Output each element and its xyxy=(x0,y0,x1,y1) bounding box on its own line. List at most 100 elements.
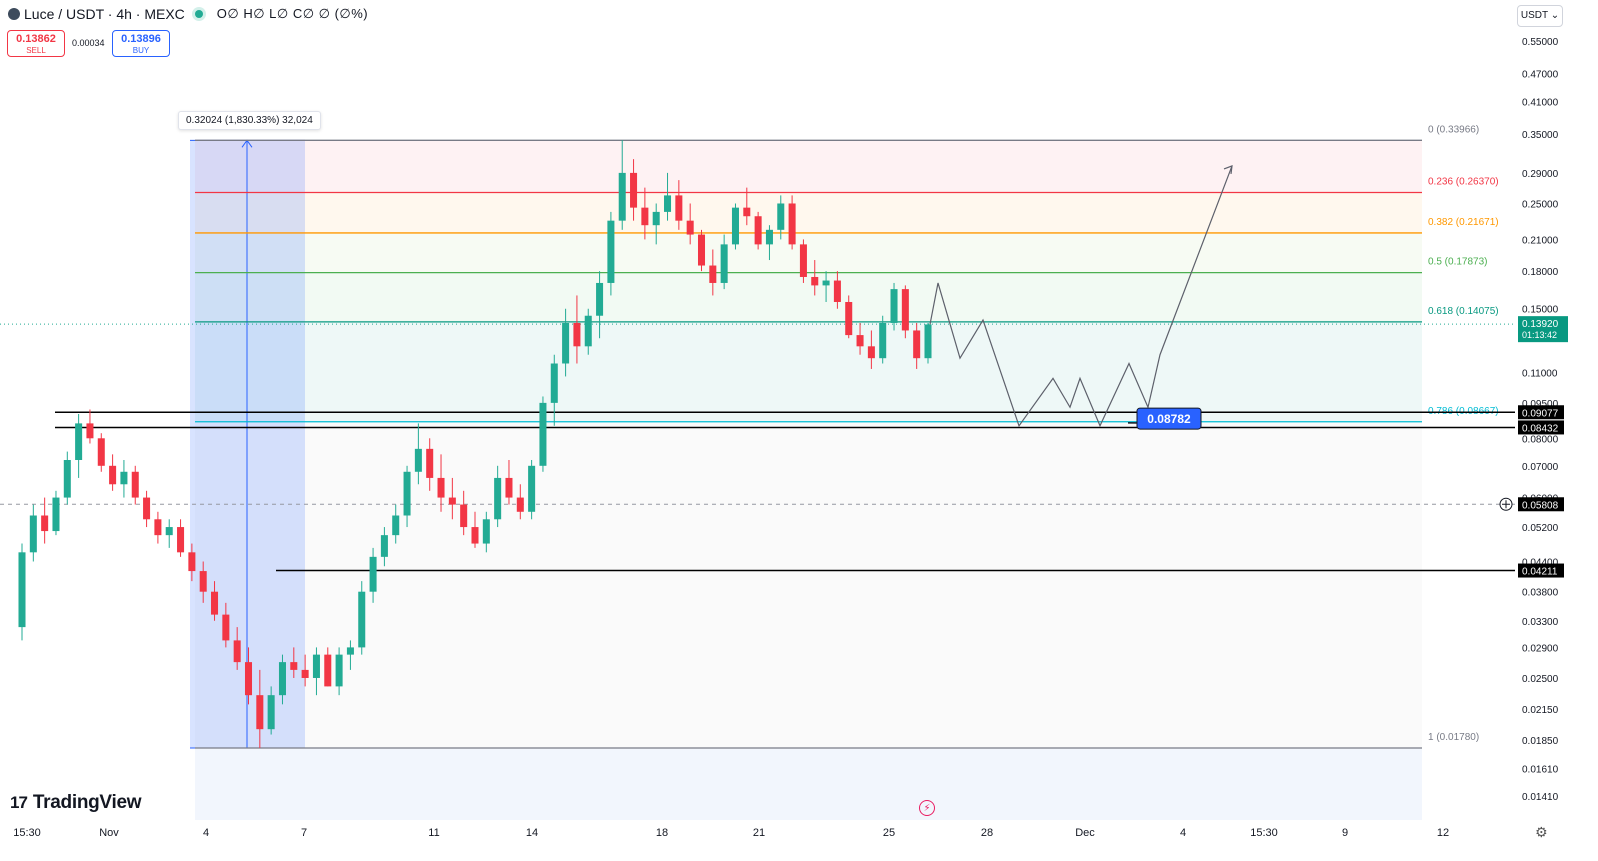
candle-body xyxy=(822,280,830,286)
symbol-logo-icon xyxy=(8,8,20,20)
candle-body xyxy=(765,229,773,245)
candle-body xyxy=(403,471,411,516)
candle-body xyxy=(562,322,570,364)
candle-body xyxy=(516,497,524,512)
candle-body xyxy=(165,527,173,536)
candle-body xyxy=(720,244,728,283)
y-tick-label: 0.25000 xyxy=(1522,199,1559,210)
y-tick-label: 0.02150 xyxy=(1522,705,1559,716)
candle-body xyxy=(41,515,49,532)
candle-body xyxy=(414,448,422,472)
chevron-down-icon: ⌄ xyxy=(1550,10,1560,21)
sell-button[interactable]: 0.13862 SELL xyxy=(7,30,65,57)
fib-zone xyxy=(195,321,1422,422)
y-tick-label: 0.01610 xyxy=(1522,765,1559,776)
candle-body xyxy=(222,614,230,641)
fib-label-0.786: 0.786 (0.08667) xyxy=(1428,406,1499,417)
candle-body xyxy=(799,244,807,277)
y-tick-label: 0.02900 xyxy=(1522,643,1559,654)
buy-button[interactable]: 0.13896 BUY xyxy=(112,30,170,57)
candle-body xyxy=(278,662,286,696)
y-tick-label: 0.02500 xyxy=(1522,674,1559,685)
candle-body xyxy=(120,471,128,485)
market-open-indicator xyxy=(194,10,203,18)
crosshair-plus-glyph xyxy=(1502,500,1510,509)
candle-body xyxy=(879,322,887,359)
candle-body xyxy=(630,172,638,208)
spread-value: 0.00034 xyxy=(72,38,105,48)
candle-body xyxy=(777,203,785,230)
price-tag-label: 0.09077 xyxy=(1522,408,1559,419)
candle-body xyxy=(754,216,762,245)
candle-body xyxy=(63,459,71,498)
candle-body xyxy=(380,535,388,557)
fib-label-0.382: 0.382 (0.21671) xyxy=(1428,217,1499,228)
y-tick-label: 0.41000 xyxy=(1522,98,1559,109)
symbol-title[interactable]: Luce / USDT · 4h · MEXC xyxy=(24,6,185,22)
buy-label: BUY xyxy=(132,46,150,55)
y-tick-label: 0.55000 xyxy=(1522,37,1559,48)
y-tick-label: 0.01850 xyxy=(1522,736,1559,747)
candle-body xyxy=(346,647,354,655)
candle-body xyxy=(924,324,932,359)
candle-body xyxy=(335,654,343,687)
settings-icon[interactable]: ⚙ xyxy=(1535,824,1548,840)
currency-label: USDT xyxy=(1520,10,1548,21)
candle-body xyxy=(211,591,219,615)
x-tick-label: 15:30 xyxy=(13,827,41,839)
candle-body xyxy=(233,640,241,663)
candle-body xyxy=(664,195,672,212)
candle-body xyxy=(267,695,275,730)
x-tick-label: Nov xyxy=(99,827,119,839)
candle-body xyxy=(686,220,694,235)
tradingview-logo-icon: 17 xyxy=(10,793,28,812)
candle-body xyxy=(312,654,320,678)
candle-body xyxy=(426,448,434,478)
candle-body xyxy=(901,289,909,331)
y-tick-label: 0.29000 xyxy=(1522,169,1559,180)
fib-extension-zone xyxy=(195,747,1422,820)
candle-body xyxy=(811,276,819,286)
forecast-arrow-head xyxy=(1223,164,1233,174)
x-tick-label: 4 xyxy=(1180,827,1186,839)
candle-body xyxy=(460,504,468,528)
candle-body xyxy=(494,477,502,520)
candle-body xyxy=(109,465,117,485)
candle-body xyxy=(369,556,377,592)
candle-body xyxy=(188,552,196,572)
tradingview-wordmark: TradingView xyxy=(32,792,142,813)
x-tick-label: 14 xyxy=(526,827,538,839)
x-tick-label: 15:30 xyxy=(1250,827,1278,839)
candle-body xyxy=(505,477,513,498)
flash-icon[interactable]: ⚡ xyxy=(919,800,935,816)
x-tick-label: 21 xyxy=(753,827,765,839)
candle-body xyxy=(437,477,445,498)
tradingview-logo[interactable]: 17 TradingView xyxy=(10,792,142,814)
candle-body xyxy=(584,315,592,347)
y-tick-label: 0.18000 xyxy=(1522,267,1559,278)
buy-price: 0.13896 xyxy=(121,33,161,45)
fib-label-0: 0 (0.33966) xyxy=(1428,124,1479,135)
x-tick-label: 25 xyxy=(883,827,895,839)
candle-body xyxy=(29,515,37,553)
measure-tooltip: 0.32024 (1,830.33%) 32,024 xyxy=(178,111,321,130)
currency-selector[interactable]: USDT ⌄ xyxy=(1517,5,1563,27)
candle-body xyxy=(607,220,615,283)
candle-body xyxy=(199,571,207,592)
current-price-tag xyxy=(1518,316,1568,343)
price-tag xyxy=(1518,405,1564,420)
price-tag xyxy=(1518,420,1564,435)
candle-body xyxy=(618,172,626,221)
candle-body xyxy=(324,654,332,687)
candle-body xyxy=(550,363,558,403)
candle-body xyxy=(143,497,151,520)
candle-body xyxy=(652,211,660,226)
fib-label-1: 1 (0.01780) xyxy=(1428,732,1479,743)
candle-body xyxy=(244,662,253,696)
x-tick-label: 7 xyxy=(301,827,307,839)
fib-label-0.618: 0.618 (0.14075) xyxy=(1428,306,1499,317)
fib-zone xyxy=(195,272,1422,322)
candle-body xyxy=(845,301,853,336)
candle-body xyxy=(731,207,739,245)
